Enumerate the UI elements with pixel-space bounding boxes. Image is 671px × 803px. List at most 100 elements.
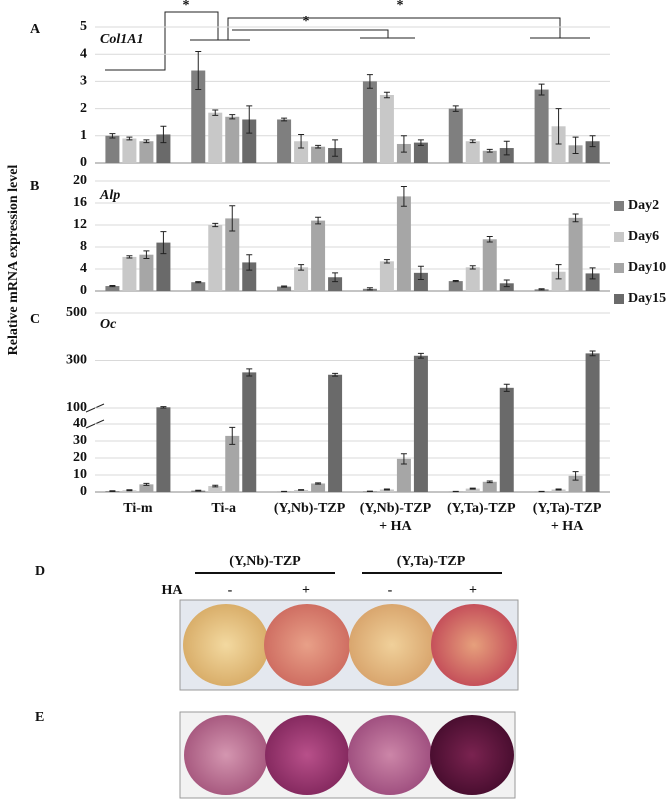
chart-title: Col1A1	[100, 32, 144, 47]
bar	[465, 141, 480, 163]
y-tick-label: 8	[80, 239, 87, 254]
bar	[551, 489, 566, 492]
error-bar	[109, 490, 116, 492]
error-bar	[126, 136, 133, 141]
y-tick-label: 5	[80, 19, 87, 34]
bar	[277, 286, 292, 291]
bar	[499, 283, 514, 291]
bar	[242, 372, 257, 492]
error-bar	[229, 114, 236, 120]
error-bar	[589, 350, 596, 357]
sample-disk	[431, 604, 517, 686]
error-bar	[143, 139, 150, 144]
bar	[277, 119, 292, 163]
y-tick-label: 20	[73, 173, 87, 188]
sample-disk	[430, 715, 514, 795]
error-bar	[366, 287, 373, 291]
significance: *	[183, 0, 190, 13]
error-bar	[195, 50, 202, 91]
error-bar	[572, 136, 579, 154]
bar	[191, 70, 206, 163]
sample-disk	[348, 715, 432, 795]
legend-swatch	[614, 201, 624, 211]
error-bar	[400, 453, 407, 465]
bar	[225, 218, 240, 291]
bar	[585, 273, 600, 291]
bar	[534, 89, 549, 163]
x-tick-label: Ti-m	[123, 501, 153, 516]
error-bar	[332, 372, 339, 377]
bar	[156, 407, 171, 492]
error-bar	[229, 205, 236, 232]
error-bar	[452, 280, 459, 283]
error-bar	[469, 139, 476, 144]
legend-swatch	[614, 232, 624, 242]
sign: +	[302, 583, 310, 598]
panel-letter: A	[30, 22, 41, 37]
y-axis-label: Relative mRNA expression level	[6, 165, 21, 356]
bar	[191, 282, 206, 291]
error-bar	[589, 267, 596, 280]
y-tick-label: 0	[80, 155, 87, 170]
bar	[122, 138, 137, 163]
chart-title: Alp	[99, 188, 120, 203]
bar	[311, 146, 326, 163]
error-bar	[246, 368, 253, 377]
error-bar	[246, 105, 253, 134]
bar	[105, 135, 120, 163]
error-bar	[366, 74, 373, 89]
bar	[242, 119, 257, 163]
x-tick-label: (Y,Ta)-TZP + HA	[532, 501, 602, 534]
error-bar	[126, 255, 133, 259]
error-bar	[417, 265, 424, 280]
bar	[465, 267, 480, 291]
bar	[396, 458, 411, 492]
bar	[225, 435, 240, 492]
bar	[105, 286, 120, 291]
y-tick-label: 300	[66, 353, 87, 368]
significance: *	[397, 0, 404, 13]
error-bar	[160, 231, 167, 255]
error-bar	[332, 139, 339, 157]
error-bar	[143, 250, 150, 260]
y-tick-label: 16	[73, 195, 87, 210]
error-bar	[160, 125, 167, 144]
legend-swatch	[614, 263, 624, 273]
y-tick-label: 20	[73, 450, 87, 465]
error-bar	[400, 186, 407, 207]
error-bar	[417, 139, 424, 146]
error-bar	[589, 135, 596, 148]
y-tick-label: 10	[73, 467, 87, 482]
error-bar	[332, 272, 339, 283]
error-bar	[383, 259, 390, 264]
bar	[156, 134, 171, 163]
error-bar	[109, 285, 116, 288]
y-tick-label: 4	[80, 46, 87, 61]
bar	[379, 261, 394, 291]
error-bar	[298, 264, 305, 271]
legend-label: Day6	[628, 229, 659, 244]
bar	[225, 116, 240, 163]
error-bar	[212, 484, 219, 488]
error-bar	[212, 222, 219, 228]
bar	[294, 141, 309, 163]
error-bar	[298, 489, 305, 491]
bar	[122, 256, 137, 291]
error-bar	[572, 213, 579, 223]
bar	[482, 150, 497, 163]
y-tick-label: 100	[66, 400, 87, 415]
legend-label: Day2	[628, 198, 659, 213]
y-tick-label: 3	[80, 74, 87, 89]
group-label: (Y,Nb)-TZP	[229, 554, 301, 569]
sign: -	[388, 583, 393, 598]
bar	[551, 126, 566, 163]
sample-disk	[183, 604, 269, 686]
error-bar	[212, 109, 219, 116]
bar	[482, 239, 497, 291]
panel-letter: E	[35, 710, 44, 725]
sample-disk	[264, 604, 350, 686]
y-tick-label: 12	[73, 217, 87, 232]
error-bar	[572, 471, 579, 481]
bar	[499, 387, 514, 492]
bar	[396, 196, 411, 291]
